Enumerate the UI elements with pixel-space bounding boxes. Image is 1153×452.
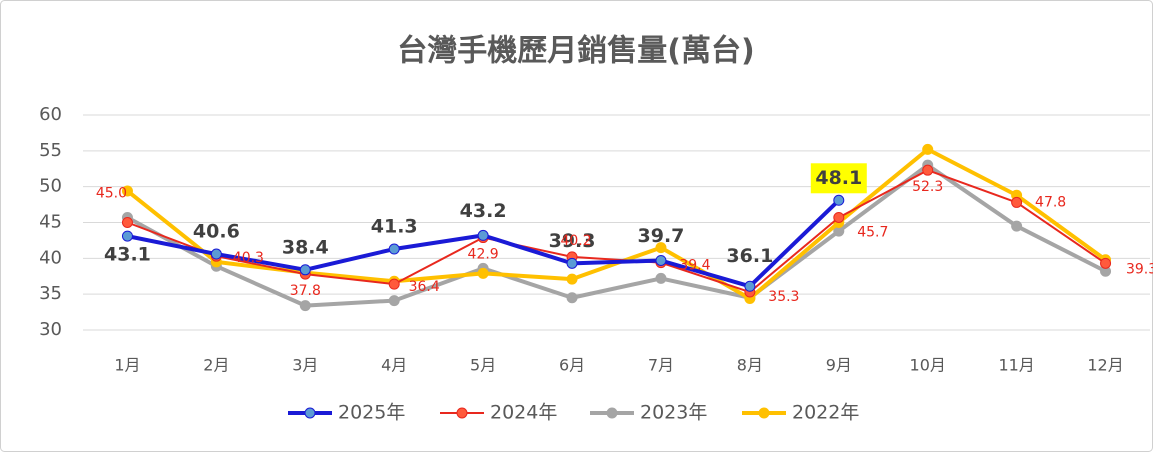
chart-title: 台灣手機歷月銷售量(萬台)	[397, 34, 754, 69]
data-label: 42.9	[468, 247, 499, 263]
x-tick-label: 4月	[381, 356, 407, 375]
data-label: 39.4	[679, 258, 710, 274]
data-point	[655, 272, 667, 284]
data-label: 47.8	[1035, 194, 1066, 210]
x-tick-label: 5月	[470, 356, 496, 375]
data-label: 37.8	[290, 283, 321, 299]
x-tick-label: 8月	[737, 356, 763, 375]
data-label: 36.4	[409, 279, 440, 295]
data-label: 45.7	[857, 224, 888, 240]
data-label: 35.3	[768, 289, 799, 305]
data-point	[744, 280, 756, 292]
data-point	[121, 185, 133, 197]
data-label: 40.3	[233, 250, 264, 266]
data-point	[477, 229, 489, 241]
legend-marker	[606, 407, 618, 419]
data-point	[922, 164, 934, 176]
data-point	[121, 230, 133, 242]
data-point	[1011, 196, 1023, 208]
data-label: 43.2	[460, 200, 507, 222]
data-point	[1011, 220, 1023, 232]
y-tick-label: 40	[39, 247, 62, 268]
x-tick-label: 7月	[648, 356, 674, 375]
data-point	[388, 243, 400, 255]
label-highlight	[810, 163, 867, 194]
data-label: 45.0	[96, 186, 127, 202]
data-label: 38.4	[282, 236, 329, 258]
data-label: 39.3	[549, 230, 596, 252]
data-point	[655, 254, 667, 266]
data-point	[655, 242, 667, 254]
legend-label: 2024年	[490, 402, 557, 424]
x-tick-label: 1月	[114, 356, 140, 375]
data-point	[388, 295, 400, 307]
data-point	[299, 264, 311, 276]
data-label: 41.3	[371, 216, 418, 238]
y-tick-label: 30	[39, 319, 62, 340]
data-point	[566, 257, 578, 269]
data-label: 48.1	[815, 167, 862, 189]
y-tick-label: 35	[39, 283, 62, 304]
x-tick-label: 11月	[998, 356, 1034, 375]
legend-marker	[304, 407, 316, 419]
legend-label: 2025年	[338, 402, 405, 424]
y-tick-label: 60	[39, 104, 62, 125]
legend-marker	[456, 407, 468, 419]
data-point	[1100, 257, 1112, 269]
data-point	[566, 292, 578, 304]
data-point	[566, 273, 578, 285]
legend-label: 2022年	[792, 402, 859, 424]
y-tick-label: 50	[39, 176, 62, 197]
data-point	[121, 217, 133, 228]
x-tick-label: 3月	[292, 356, 318, 375]
x-tick-label: 9月	[826, 356, 852, 375]
data-label: 52.3	[912, 179, 943, 195]
data-point	[922, 143, 934, 155]
series-line	[127, 169, 1107, 294]
x-tick-label: 12月	[1087, 356, 1123, 375]
data-label: 36.1	[726, 245, 773, 267]
data-point	[210, 248, 222, 260]
data-point	[388, 278, 400, 290]
x-tick-label: 10月	[910, 356, 946, 375]
data-point	[477, 267, 489, 279]
legend-marker	[758, 407, 770, 419]
data-point	[833, 211, 845, 223]
y-tick-label: 55	[39, 140, 62, 161]
data-point	[833, 194, 845, 206]
data-label: 43.1	[104, 244, 151, 266]
data-label: 39.7	[638, 225, 685, 247]
data-label: 39.3	[1126, 261, 1153, 277]
data-point	[299, 300, 311, 312]
x-tick-label: 2月	[203, 356, 229, 375]
y-tick-label: 45	[39, 212, 62, 233]
legend-label: 2023年	[640, 402, 707, 424]
data-label: 40.6	[193, 221, 240, 243]
data-label: 40.2	[560, 233, 591, 249]
x-tick-label: 6月	[559, 356, 585, 375]
